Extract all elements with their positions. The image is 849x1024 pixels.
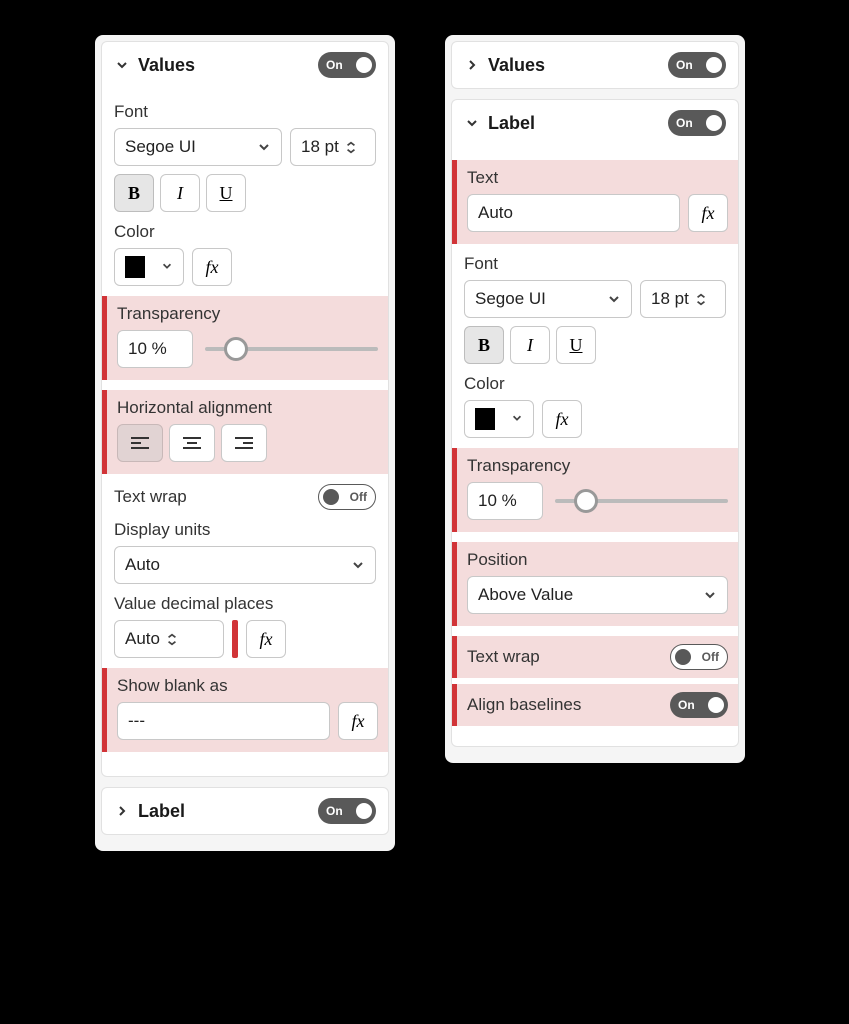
label-header[interactable]: Label On	[102, 788, 388, 834]
spinner-arrows-icon	[345, 141, 359, 154]
spinner-arrows-icon	[695, 293, 709, 306]
chevron-down-icon	[511, 412, 523, 426]
display-units-select[interactable]: Auto	[114, 546, 376, 584]
chevron-right-icon	[114, 803, 130, 819]
color-label: Color	[464, 374, 726, 394]
position-label: Position	[467, 550, 728, 570]
font-size-spinner[interactable]: 18 pt	[640, 280, 726, 318]
chevron-down-icon	[161, 260, 173, 274]
align-right-button[interactable]	[221, 424, 267, 462]
bold-button[interactable]: B	[114, 174, 154, 212]
decimal-label: Value decimal places	[114, 594, 376, 614]
transparency-label: Transparency	[467, 456, 728, 476]
chevron-down-icon	[607, 292, 621, 306]
underline-button[interactable]: U	[556, 326, 596, 364]
baselines-toggle[interactable]: On	[670, 692, 728, 718]
slider-thumb[interactable]	[224, 337, 248, 361]
label-title: Label	[488, 113, 660, 134]
font-family-select[interactable]: Segoe UI	[464, 280, 632, 318]
label-card: Label On Text Auto fx Font Segoe UI	[451, 99, 739, 747]
show-blank-input[interactable]: ---	[117, 702, 330, 740]
label-toggle[interactable]: On	[668, 110, 726, 136]
textwrap-label: Text wrap	[114, 487, 187, 507]
position-select[interactable]: Above Value	[467, 576, 728, 614]
baselines-row: Align baselines On	[452, 684, 738, 726]
color-swatch-icon	[475, 408, 495, 430]
show-blank-label: Show blank as	[117, 676, 378, 696]
color-label: Color	[114, 222, 376, 242]
text-label: Text	[467, 168, 728, 188]
values-title: Values	[138, 55, 310, 76]
chevron-down-icon	[464, 115, 480, 131]
align-left-button[interactable]	[117, 424, 163, 462]
text-input[interactable]: Auto	[467, 194, 680, 232]
italic-button[interactable]: I	[160, 174, 200, 212]
slider-thumb[interactable]	[574, 489, 598, 513]
label-header[interactable]: Label On	[452, 100, 738, 146]
chevron-right-icon	[464, 57, 480, 73]
chevron-down-icon	[257, 140, 271, 154]
color-picker[interactable]	[114, 248, 184, 286]
text-group: Text Auto fx	[452, 160, 738, 244]
fx-button[interactable]: fx	[192, 248, 232, 286]
position-group: Position Above Value	[452, 542, 738, 626]
bold-button[interactable]: B	[464, 326, 504, 364]
halign-label: Horizontal alignment	[117, 398, 378, 418]
fx-button[interactable]: fx	[688, 194, 728, 232]
transparency-slider[interactable]	[205, 347, 378, 351]
color-swatch-icon	[125, 256, 145, 278]
chevron-down-icon	[703, 588, 717, 602]
transparency-slider[interactable]	[555, 499, 728, 503]
fx-button[interactable]: fx	[246, 620, 286, 658]
align-center-button[interactable]	[169, 424, 215, 462]
values-card: Values On	[451, 41, 739, 89]
halign-group: Horizontal alignment	[102, 390, 388, 474]
transparency-group: Transparency 10 %	[102, 296, 388, 380]
font-label: Font	[114, 102, 376, 122]
display-units-label: Display units	[114, 520, 376, 540]
textwrap-row: Text wrap Off	[452, 636, 738, 678]
chevron-down-icon	[351, 558, 365, 572]
italic-button[interactable]: I	[510, 326, 550, 364]
values-header[interactable]: Values On	[452, 42, 738, 88]
chevron-down-icon	[114, 57, 130, 73]
textwrap-label: Text wrap	[467, 647, 540, 667]
label-toggle[interactable]: On	[318, 798, 376, 824]
baselines-label: Align baselines	[467, 695, 581, 715]
values-title: Values	[488, 55, 660, 76]
decimal-spinner[interactable]: Auto	[114, 620, 224, 658]
font-label: Font	[464, 254, 726, 274]
font-family-select[interactable]: Segoe UI	[114, 128, 282, 166]
textwrap-toggle[interactable]: Off	[670, 644, 728, 670]
values-toggle[interactable]: On	[318, 52, 376, 78]
transparency-input[interactable]: 10 %	[467, 482, 543, 520]
textwrap-toggle[interactable]: Off	[318, 484, 376, 510]
transparency-group: Transparency 10 %	[452, 448, 738, 532]
fx-button[interactable]: fx	[542, 400, 582, 438]
fx-button[interactable]: fx	[338, 702, 378, 740]
underline-button[interactable]: U	[206, 174, 246, 212]
values-header[interactable]: Values On	[102, 42, 388, 88]
label-card: Label On	[101, 787, 389, 835]
spinner-arrows-icon	[166, 633, 180, 646]
transparency-label: Transparency	[117, 304, 378, 324]
values-card: Values On Font Segoe UI 18 pt	[101, 41, 389, 777]
values-toggle[interactable]: On	[668, 52, 726, 78]
highlight-marker	[232, 620, 238, 658]
transparency-input[interactable]: 10 %	[117, 330, 193, 368]
color-picker[interactable]	[464, 400, 534, 438]
font-size-spinner[interactable]: 18 pt	[290, 128, 376, 166]
label-title: Label	[138, 801, 310, 822]
show-blank-group: Show blank as --- fx	[102, 668, 388, 752]
